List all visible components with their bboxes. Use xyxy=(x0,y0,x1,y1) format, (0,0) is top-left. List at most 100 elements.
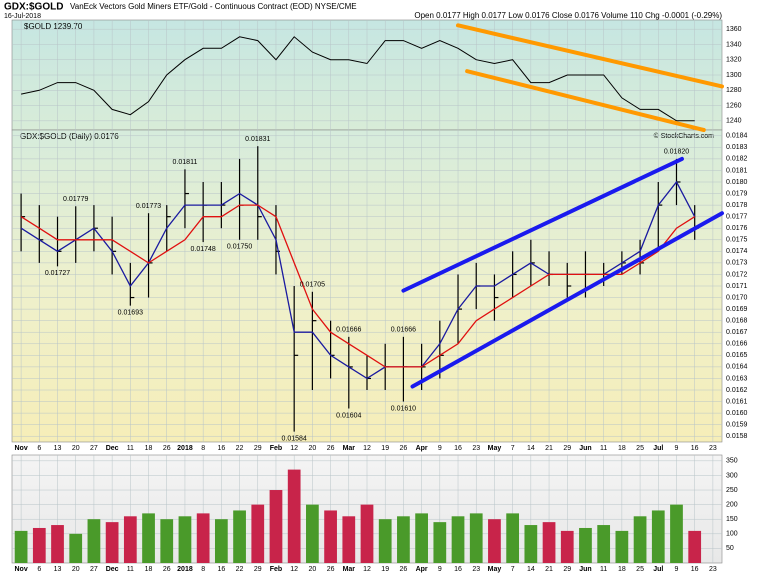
x-tick-label: Apr xyxy=(416,445,428,452)
y-tick-label: 150 xyxy=(726,516,738,523)
y-tick-label: 0.0161 xyxy=(726,398,748,405)
annotation: 0.01705 xyxy=(300,282,325,289)
volume-bar xyxy=(488,519,501,563)
trendline xyxy=(456,23,724,89)
x-tick-label: 20 xyxy=(308,566,316,573)
y-tick-label: 0.0166 xyxy=(726,341,748,348)
y-tick-label: 0.0182 xyxy=(726,156,748,163)
x-tick-label: 20 xyxy=(72,445,80,452)
x-tick-label: 23 xyxy=(709,445,717,452)
x-tick-label: 29 xyxy=(563,566,571,573)
x-tick-label: 22 xyxy=(236,445,244,452)
y-tick-label: 0.0162 xyxy=(726,387,748,394)
x-tick-label: Feb xyxy=(270,445,282,452)
volume-bar xyxy=(560,530,574,563)
x-tick-label: 26 xyxy=(163,566,171,573)
x-tick-label: 8 xyxy=(201,566,205,573)
annotation: 0.01750 xyxy=(227,244,252,251)
gold-line xyxy=(20,36,695,122)
x-tick-label: 9 xyxy=(675,566,679,573)
y-tick-label: 0.0173 xyxy=(726,260,748,267)
volume-bar xyxy=(670,504,683,563)
volume-bar xyxy=(251,504,265,563)
volume-bar xyxy=(378,519,392,563)
y-tick-label: 0.0159 xyxy=(726,422,748,429)
annotation: 0.01748 xyxy=(190,246,215,253)
volume-bar xyxy=(123,516,137,563)
chart-title: GDX:$GOLD xyxy=(4,2,63,13)
volume-bar xyxy=(360,504,374,563)
x-tick-label: 9 xyxy=(438,566,442,573)
x-tick-label: Jul xyxy=(653,566,663,573)
volume-bar xyxy=(32,527,46,563)
x-tick-label: Jul xyxy=(653,445,663,452)
x-tick-label: 8 xyxy=(201,445,205,452)
x-tick-label: 2018 xyxy=(177,445,193,452)
x-tick-label: 9 xyxy=(675,445,679,452)
y-tick-label: 1280 xyxy=(726,87,742,94)
volume-bar xyxy=(524,525,538,563)
volume-bar xyxy=(214,519,228,563)
y-tick-label: 0.0178 xyxy=(726,202,748,209)
x-tick-label: 11 xyxy=(600,445,607,452)
y-tick-label: 300 xyxy=(726,472,738,479)
quote: Open 0.0177 High 0.0177 Low 0.0176 Close… xyxy=(414,11,722,20)
x-tick-label: 27 xyxy=(90,566,98,573)
trendline xyxy=(401,156,684,293)
x-tick-label: 12 xyxy=(363,445,371,452)
x-tick-label: 13 xyxy=(54,566,62,573)
volume-bar xyxy=(433,522,447,563)
x-tick-label: 12 xyxy=(290,445,298,452)
volume-bar xyxy=(51,525,64,563)
x-tick-label: May xyxy=(488,445,502,452)
x-tick-label: 7 xyxy=(511,445,515,452)
volume-bar xyxy=(105,522,119,563)
y-tick-label: 350 xyxy=(726,458,738,465)
x-tick-label: 21 xyxy=(545,445,553,452)
x-tick-label: 14 xyxy=(527,566,535,573)
y-tick-label: 0.0167 xyxy=(726,329,748,336)
volume-bar xyxy=(633,516,647,563)
x-tick-label: 25 xyxy=(636,445,644,452)
volume-bar xyxy=(142,513,155,563)
x-tick-label: 16 xyxy=(217,445,225,452)
x-tick-label: 19 xyxy=(381,445,389,452)
y-tick-label: 50 xyxy=(726,545,734,552)
y-tick-label: 100 xyxy=(726,531,738,538)
x-tick-label: 12 xyxy=(363,566,371,573)
annotation: 0.01811 xyxy=(173,159,198,166)
volume-bar xyxy=(178,516,192,563)
annotation: 0.01610 xyxy=(391,405,416,412)
y-tick-label: 1340 xyxy=(726,41,742,48)
x-tick-label: 16 xyxy=(454,445,462,452)
trendline xyxy=(465,69,706,132)
x-tick-label: 22 xyxy=(236,566,244,573)
y-tick-label: 0.0184 xyxy=(726,133,748,140)
y-tick-label: 0.0168 xyxy=(726,318,748,325)
volume-bar xyxy=(324,510,337,563)
x-tick-label: Nov xyxy=(14,566,27,573)
x-tick-label: 18 xyxy=(618,566,626,573)
y-tick-label: 0.0164 xyxy=(726,364,748,371)
volume-bar xyxy=(415,513,428,563)
volume-bar xyxy=(233,510,246,563)
volume-bar xyxy=(269,490,283,563)
annotation: 0.01831 xyxy=(245,136,270,143)
y-tick-label: 200 xyxy=(726,501,738,508)
volume-bar xyxy=(597,525,611,563)
volume-bar xyxy=(14,530,28,563)
x-tick-label: 18 xyxy=(145,445,153,452)
x-tick-label: 11 xyxy=(600,566,607,573)
volume-bar xyxy=(579,527,592,563)
date: 16-Jul-2018 xyxy=(4,13,41,20)
volume-bar xyxy=(342,516,356,563)
x-tick-label: Apr xyxy=(416,566,428,573)
moving-average xyxy=(20,204,696,368)
x-tick-label: 26 xyxy=(163,445,171,452)
x-tick-label: 29 xyxy=(254,445,262,452)
y-tick-label: 1240 xyxy=(726,118,742,125)
volume-bar xyxy=(196,513,210,563)
x-tick-label: 26 xyxy=(400,445,408,452)
y-tick-label: 0.0183 xyxy=(726,144,748,151)
